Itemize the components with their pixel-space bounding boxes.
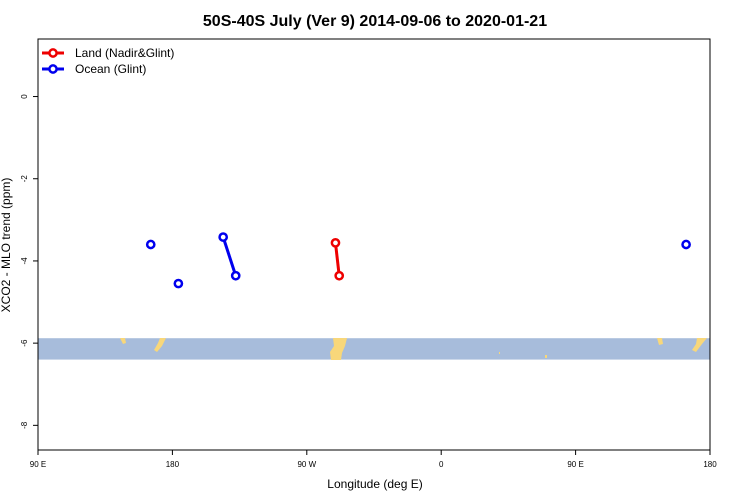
data-point (681, 239, 691, 250)
y-axis: 0 -2 -4 -6 -8 (20, 94, 38, 429)
data-point (218, 232, 229, 242)
x-tick-label: 180 (703, 460, 717, 469)
legend-marker (48, 48, 58, 58)
y-axis-label: XCO2 - MLO trend (ppm) (0, 178, 13, 313)
land-patch (545, 355, 547, 358)
series-ocean (145, 232, 691, 289)
legend-label: Ocean (Glint) (75, 62, 146, 76)
y-tick-label: -2 (20, 175, 29, 183)
ocean-band (38, 338, 710, 360)
series-line (221, 236, 238, 277)
data-point (173, 278, 184, 289)
x-tick-label: 90 W (297, 460, 316, 469)
latitude-band (38, 338, 710, 360)
land-patch (120, 338, 126, 344)
chart-title: 50S-40S July (Ver 9) 2014-09-06 to 2020-… (203, 13, 547, 30)
data-point (230, 270, 241, 281)
land-patch (657, 338, 663, 345)
y-tick-label: -6 (20, 339, 29, 347)
y-tick-label: -8 (20, 421, 29, 429)
series-layer (145, 232, 691, 289)
land-patch (154, 338, 166, 352)
x-tick-label: 90 E (30, 460, 46, 469)
x-tick-label: 0 (439, 460, 444, 469)
land-patch (692, 338, 707, 352)
series-land (330, 238, 345, 281)
land-patch (330, 338, 347, 360)
y-tick-label: -4 (20, 257, 29, 265)
x-axis: 90 E 180 90 W 0 90 E 180 (30, 450, 717, 469)
x-axis-label: Longitude (deg E) (327, 477, 422, 491)
data-point (145, 239, 156, 250)
data-point (330, 238, 341, 248)
land-patch (499, 352, 500, 354)
x-tick-label: 90 E (567, 460, 583, 469)
x-tick-label: 180 (166, 460, 180, 469)
legend-marker (48, 64, 58, 74)
series-line (333, 242, 341, 276)
data-point (334, 270, 345, 281)
legend: Land (Nadir&Glint) Ocean (Glint) (42, 46, 174, 76)
plot-frame (37, 38, 711, 451)
y-tick-label: 0 (20, 94, 29, 99)
legend-label: Land (Nadir&Glint) (75, 46, 174, 60)
